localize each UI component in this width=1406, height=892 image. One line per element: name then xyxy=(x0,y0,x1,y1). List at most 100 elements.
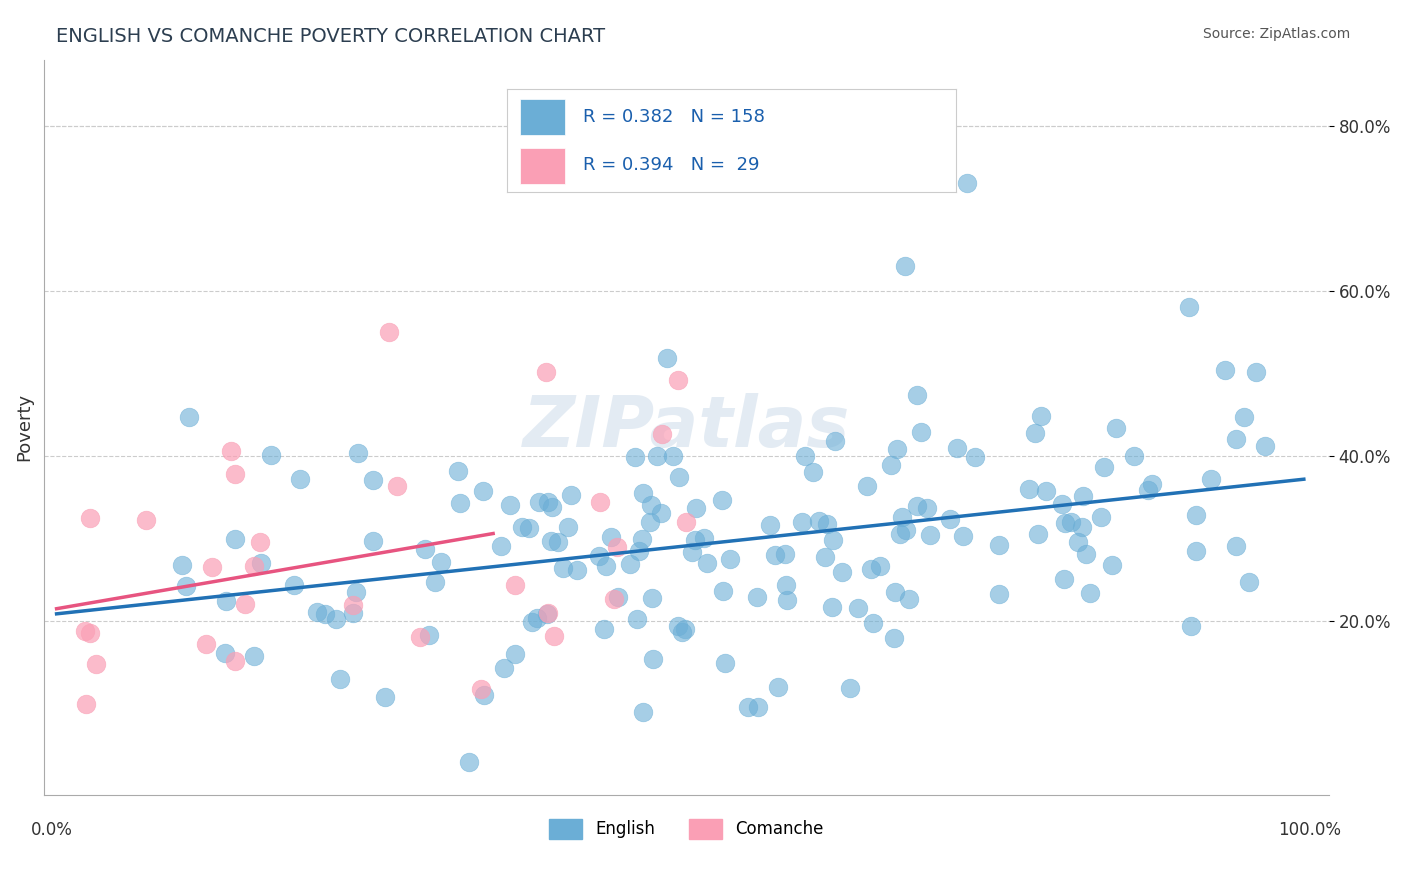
Point xyxy=(987,587,1010,601)
Point xyxy=(177,409,200,424)
Text: ENGLISH VS COMANCHE POVERTY CORRELATION CHART: ENGLISH VS COMANCHE POVERTY CORRELATION … xyxy=(56,27,606,45)
Point xyxy=(630,533,652,547)
Point xyxy=(603,591,626,606)
Point xyxy=(1018,482,1040,496)
Point xyxy=(447,464,470,478)
Point xyxy=(529,495,551,509)
Point xyxy=(898,592,921,607)
Point xyxy=(693,531,716,545)
Point xyxy=(619,558,641,572)
Point xyxy=(472,484,495,499)
Point xyxy=(260,448,283,462)
Point xyxy=(195,637,218,651)
Point xyxy=(1123,449,1146,463)
Point xyxy=(776,592,799,607)
Point xyxy=(537,606,560,620)
Point xyxy=(714,656,737,670)
Point xyxy=(859,562,882,576)
Point xyxy=(314,607,336,622)
Point xyxy=(666,619,689,633)
Point xyxy=(894,523,917,537)
Point xyxy=(1090,509,1112,524)
Y-axis label: Poverty: Poverty xyxy=(15,393,32,461)
Point xyxy=(536,607,558,621)
Point xyxy=(1101,558,1123,573)
Point xyxy=(607,590,630,604)
Point xyxy=(418,628,440,642)
Text: 100.0%: 100.0% xyxy=(1278,822,1341,839)
Point xyxy=(1071,489,1094,503)
Point xyxy=(623,450,645,465)
Point xyxy=(1225,432,1247,446)
Point xyxy=(956,177,979,191)
Point xyxy=(489,539,512,553)
Point xyxy=(905,500,928,514)
Point xyxy=(283,578,305,592)
Point xyxy=(344,584,367,599)
Point xyxy=(79,511,101,525)
Point xyxy=(801,465,824,479)
Point xyxy=(883,632,905,646)
Text: ZIPatlas: ZIPatlas xyxy=(523,392,851,462)
Point xyxy=(1140,477,1163,491)
Point xyxy=(1213,363,1236,377)
Point xyxy=(821,599,844,614)
Point xyxy=(905,387,928,401)
Point xyxy=(565,563,588,577)
Point xyxy=(540,533,562,548)
Point xyxy=(745,590,768,604)
Point xyxy=(946,441,969,455)
Point xyxy=(747,699,769,714)
Point xyxy=(675,516,697,530)
Point xyxy=(987,538,1010,552)
Point xyxy=(1076,548,1098,562)
Point xyxy=(378,325,401,339)
Point xyxy=(1066,534,1088,549)
Point xyxy=(718,552,741,566)
Point xyxy=(224,654,246,668)
Point xyxy=(592,622,614,636)
Point xyxy=(219,444,242,458)
Point xyxy=(1253,440,1275,454)
Point xyxy=(884,585,907,599)
Point xyxy=(856,479,879,493)
Point xyxy=(807,514,830,528)
Point xyxy=(517,521,540,535)
Point xyxy=(1053,516,1076,530)
Point xyxy=(1078,586,1101,600)
Point xyxy=(631,486,654,500)
Point xyxy=(540,500,562,514)
Point xyxy=(201,560,224,574)
Point xyxy=(1071,520,1094,534)
Point xyxy=(600,530,623,544)
Point xyxy=(831,565,853,579)
Point xyxy=(595,559,617,574)
Point xyxy=(711,584,734,599)
Point xyxy=(307,605,329,619)
Point xyxy=(249,535,271,549)
Point xyxy=(886,442,908,457)
Point xyxy=(174,578,197,592)
Text: 0.0%: 0.0% xyxy=(31,822,73,839)
Point xyxy=(710,493,733,508)
Point xyxy=(84,657,107,672)
Point xyxy=(470,682,492,697)
Point xyxy=(683,533,706,547)
Legend: English, Comanche: English, Comanche xyxy=(543,813,831,846)
Point xyxy=(626,612,648,626)
Point xyxy=(759,517,782,532)
Point xyxy=(641,591,664,605)
Point xyxy=(910,425,932,439)
Point xyxy=(889,527,911,541)
Point xyxy=(325,612,347,626)
Point xyxy=(534,365,557,379)
Point xyxy=(1225,540,1247,554)
Point xyxy=(790,515,813,529)
Point xyxy=(655,351,678,365)
Point xyxy=(551,561,574,575)
Point xyxy=(361,534,384,549)
Point xyxy=(79,626,101,640)
Point xyxy=(846,601,869,615)
Point xyxy=(557,520,579,534)
Point xyxy=(458,755,481,769)
